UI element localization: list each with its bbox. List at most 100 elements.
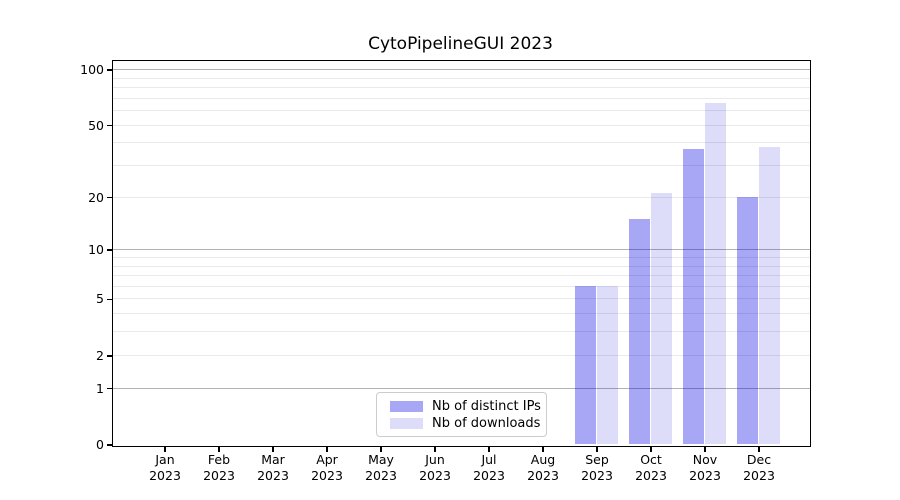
y-tick: [106, 69, 112, 71]
bar-downloads-dec-2023: [758, 146, 781, 445]
x-tick-label-line: Oct: [640, 452, 662, 467]
legend-label-distinct-ips: Nb of distinct IPs: [432, 399, 541, 414]
y-tick-label: 10: [88, 242, 104, 258]
x-tick: [488, 446, 490, 452]
x-tick-label: Sep 2023: [567, 452, 627, 483]
gridline-minor: [112, 165, 810, 167]
x-tick-label-line: 2023: [365, 467, 397, 483]
bar-distinct-ips-oct-2023: [628, 219, 651, 445]
y-tick: [106, 249, 112, 251]
bar-distinct-ips-sep-2023: [574, 286, 597, 445]
gridline-minor: [112, 313, 810, 315]
x-tick-label-line: 2023: [635, 467, 667, 483]
x-tick-label: Mar 2023: [243, 452, 303, 483]
x-tick-label: May 2023: [351, 452, 411, 483]
y-tick: [106, 355, 112, 357]
gridline-minor: [112, 265, 810, 267]
gridline-minor: [112, 124, 810, 126]
plot-area: [111, 59, 811, 447]
x-tick: [164, 446, 166, 452]
legend-swatch-downloads: [390, 418, 423, 429]
x-tick-label-line: 2023: [689, 467, 721, 483]
y-tick: [106, 387, 112, 390]
x-tick-label: Apr 2023: [297, 452, 357, 483]
x-tick-label-line: Jul: [481, 452, 497, 467]
gridline-minor: [112, 87, 810, 89]
y-tick: [106, 444, 112, 446]
chart-title: CytoPipelineGUI 2023: [368, 34, 553, 54]
gridline-minor: [112, 298, 810, 300]
x-tick-label-line: Dec: [746, 452, 772, 467]
gridline-major: [112, 69, 810, 71]
x-tick-label: Jan 2023: [135, 452, 195, 483]
gridline-minor: [112, 256, 810, 258]
y-tick-label: 5: [96, 291, 104, 307]
bar-distinct-ips-dec-2023: [736, 197, 759, 445]
x-tick-label-line: Jun: [425, 452, 445, 467]
x-tick-label-line: 2023: [257, 467, 289, 483]
x-tick-label-line: 2023: [473, 467, 505, 483]
legend-label-downloads: Nb of downloads: [432, 416, 541, 431]
x-tick-label-line: Jan: [155, 452, 175, 467]
y-tick-label: 0: [96, 437, 104, 452]
x-tick-label-line: Aug: [530, 452, 556, 467]
y-tick-label: 50: [88, 117, 104, 133]
bar-downloads-oct-2023: [650, 193, 673, 445]
x-tick-label-line: Mar: [261, 452, 285, 467]
x-tick-label: Jul 2023: [459, 452, 519, 483]
legend-swatch-distinct-ips: [390, 401, 423, 412]
x-tick: [434, 446, 436, 452]
gridline-minor: [112, 331, 810, 333]
x-tick-label-line: May: [368, 452, 394, 467]
bar-downloads-nov-2023: [704, 102, 727, 445]
gridline-minor: [112, 196, 810, 198]
legend: Nb of distinct IPs Nb of downloads: [376, 392, 547, 437]
gridline-minor: [112, 110, 810, 112]
x-tick-label-line: 2023: [311, 467, 343, 483]
x-tick-label-line: 2023: [419, 467, 451, 483]
x-tick-label: Aug 2023: [513, 452, 573, 483]
x-tick: [704, 446, 706, 452]
gridline-major: [112, 387, 810, 389]
x-tick: [218, 446, 220, 452]
x-tick: [596, 446, 598, 452]
gridline-minor: [112, 97, 810, 99]
y-tick-label: 1: [96, 380, 104, 396]
x-tick: [650, 446, 652, 452]
x-tick-label-line: 2023: [203, 467, 235, 483]
x-tick: [326, 446, 328, 452]
y-tick: [106, 196, 112, 199]
gridline-minor: [112, 77, 810, 79]
gridline-major: [112, 249, 810, 251]
gridline-minor: [112, 275, 810, 277]
x-tick-label: Feb 2023: [189, 452, 249, 483]
x-tick-label-line: 2023: [581, 467, 613, 483]
gridline-minor: [112, 285, 810, 287]
y-tick-label: 2: [96, 347, 104, 363]
x-tick-label: Nov 2023: [675, 452, 735, 483]
gridline-minor: [112, 142, 810, 144]
bar-downloads-sep-2023: [596, 286, 619, 445]
y-tick-label: 100: [80, 62, 104, 78]
y-tick-label: 20: [88, 189, 104, 205]
x-tick-label-line: Nov: [692, 452, 718, 467]
bar-distinct-ips-nov-2023: [682, 149, 705, 445]
x-tick: [272, 446, 274, 452]
y-tick: [106, 124, 112, 127]
x-tick-label-line: Apr: [316, 452, 338, 467]
x-tick-label: Oct 2023: [621, 452, 681, 483]
gridline-minor: [112, 354, 810, 356]
x-tick: [380, 446, 382, 452]
x-tick-label-line: Feb: [207, 452, 231, 467]
legend-item-distinct-ips: Nb of distinct IPs: [390, 398, 546, 415]
y-tick: [106, 298, 112, 301]
x-tick-label-line: 2023: [527, 467, 559, 483]
x-tick-label: Jun 2023: [405, 452, 465, 483]
x-tick-label-line: 2023: [743, 467, 775, 483]
x-tick: [758, 446, 760, 452]
legend-item-downloads: Nb of downloads: [390, 415, 546, 432]
x-tick-label: Dec 2023: [729, 452, 789, 483]
x-tick-label-line: 2023: [149, 467, 181, 483]
x-tick: [542, 446, 544, 452]
